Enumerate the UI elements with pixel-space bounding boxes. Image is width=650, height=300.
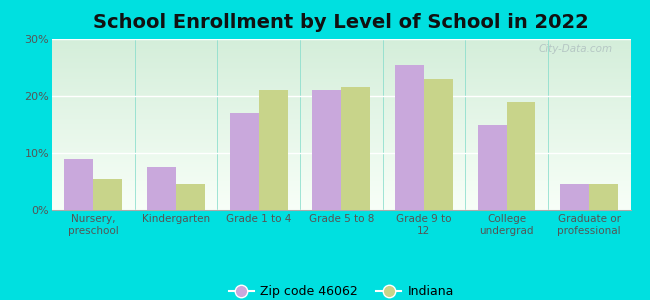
Bar (176, 184, 205, 210)
Title: School Enrollment by Level of School in 2022: School Enrollment by Level of School in … (94, 13, 589, 32)
Bar (312, 90, 341, 210)
Bar (94, 178, 122, 210)
Bar (506, 102, 536, 210)
Bar (560, 184, 589, 210)
Bar (589, 184, 618, 210)
Bar (341, 88, 370, 210)
Legend: Zip code 46062, Indiana: Zip code 46062, Indiana (224, 280, 459, 300)
Bar (259, 90, 287, 210)
Bar (229, 113, 259, 210)
Bar (424, 79, 453, 210)
Bar (64, 159, 94, 210)
Bar (395, 65, 424, 210)
Bar (147, 167, 176, 210)
Text: City-Data.com: City-Data.com (539, 44, 613, 54)
Bar (478, 124, 506, 210)
